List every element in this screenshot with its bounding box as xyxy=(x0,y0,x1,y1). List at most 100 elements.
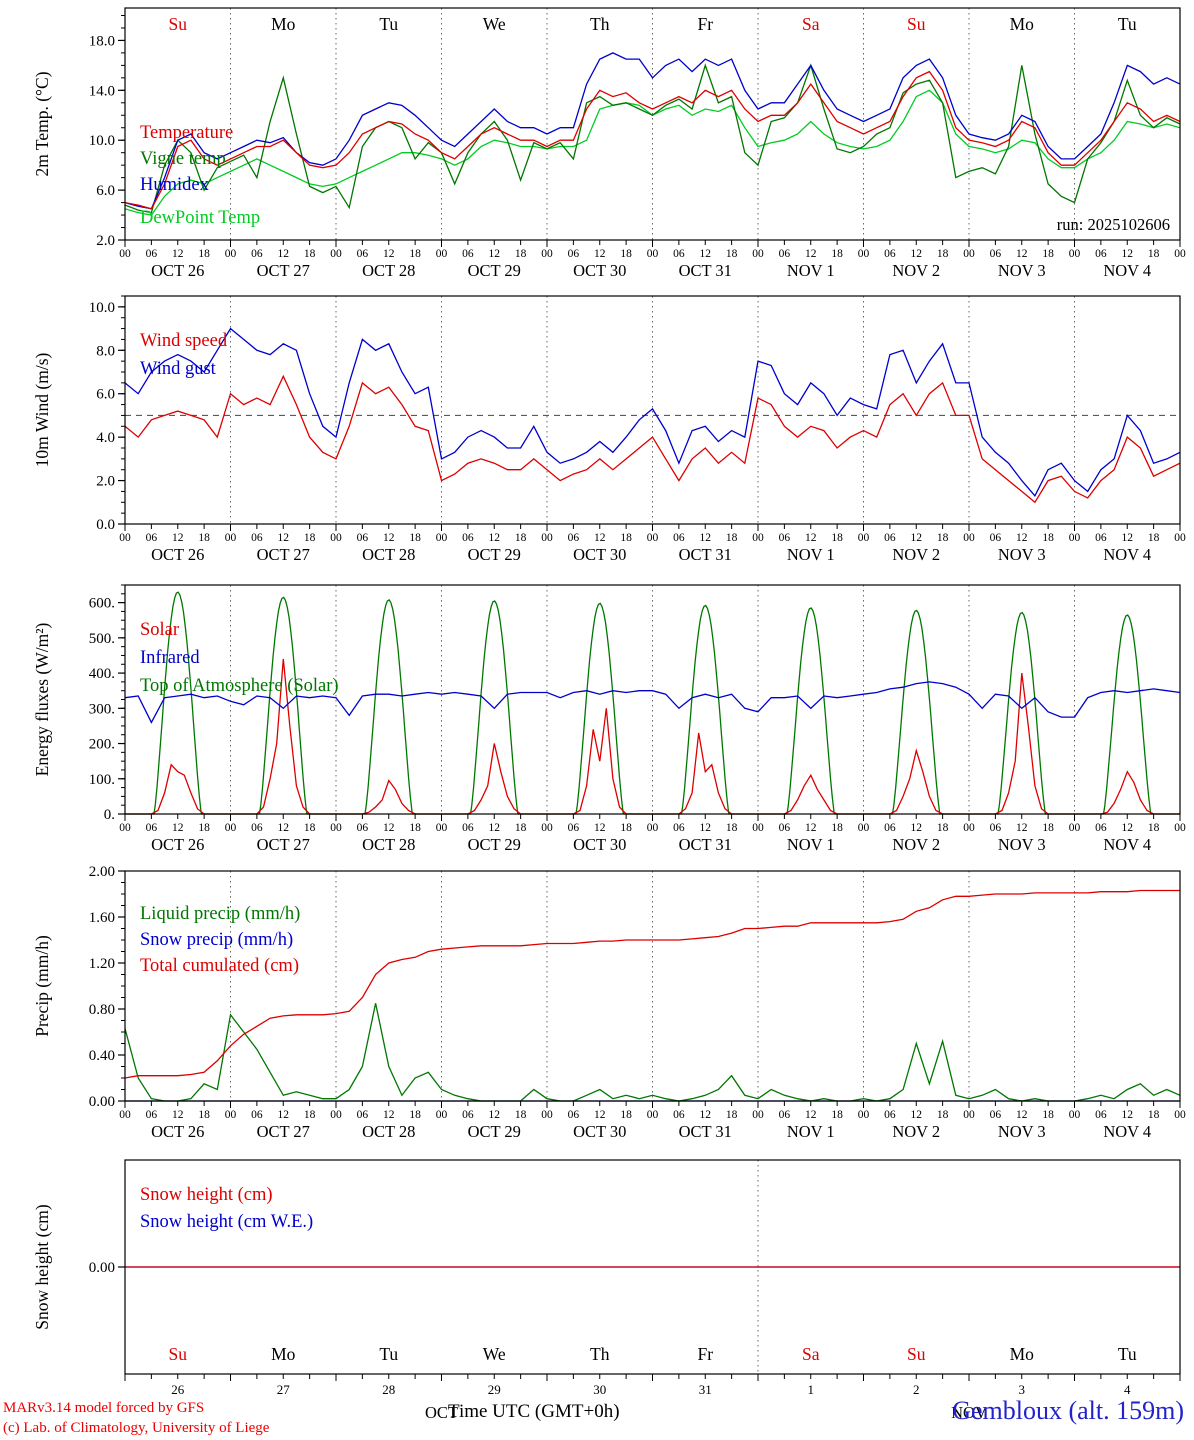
hour-tick-label: 00 xyxy=(752,1109,764,1121)
hour-tick-label: 12 xyxy=(1122,532,1134,544)
hour-tick-label: 00 xyxy=(330,822,342,834)
date-label: NOV 3 xyxy=(998,261,1046,280)
hour-tick-label: 06 xyxy=(779,248,791,260)
hour-tick-label: 18 xyxy=(198,822,210,834)
hour-tick-label: 06 xyxy=(779,1109,791,1121)
hour-tick-label: 00 xyxy=(119,1109,131,1121)
wind-series-wind-gust xyxy=(124,327,1181,497)
date-label: OCT 28 xyxy=(362,835,415,854)
date-label: NOV 2 xyxy=(892,835,940,854)
date-label: NOV 4 xyxy=(1103,835,1151,854)
hour-tick-label: 06 xyxy=(884,822,896,834)
day-name-label: Tu xyxy=(1118,14,1137,34)
hour-tick-label: 06 xyxy=(673,532,685,544)
hour-tick-label: 12 xyxy=(805,822,817,834)
date-label: OCT 31 xyxy=(679,835,732,854)
temperature-panel: 2.0 6.0 10.0 14.0 18.0 00 06 12 18 00 06 12 18 00 06 12… xyxy=(32,7,1186,280)
temperature-series-vigne xyxy=(124,63,1181,214)
y-tick-label: 6.0 xyxy=(96,387,115,403)
hour-tick-label: 06 xyxy=(146,1109,158,1121)
day-number-label: 26 xyxy=(171,1382,185,1397)
hour-tick-label: 18 xyxy=(620,532,632,544)
date-label: OCT 31 xyxy=(679,1122,732,1141)
hour-tick-label: 18 xyxy=(198,248,210,260)
hour-tick-label: 12 xyxy=(700,822,712,834)
hour-tick-label: 06 xyxy=(568,532,580,544)
y-tick-label: 0.00 xyxy=(89,1260,115,1276)
day-number-label: 30 xyxy=(593,1382,606,1397)
hour-tick-label: 18 xyxy=(409,1109,421,1121)
date-label: NOV 4 xyxy=(1103,1122,1151,1141)
hour-tick-label: 18 xyxy=(620,1109,632,1121)
date-label: OCT 28 xyxy=(362,545,415,564)
day-name-label: Mo xyxy=(271,1344,296,1364)
hour-tick-label: 06 xyxy=(251,248,263,260)
y-tick-label: 4.0 xyxy=(96,430,115,446)
hour-tick-label: 00 xyxy=(541,532,553,544)
date-label: NOV 4 xyxy=(1103,261,1151,280)
precip-y-axis-title: Precip (mm/h) xyxy=(32,935,52,1037)
energy-y-axis-title: Energy fluxes (W/m²) xyxy=(32,623,52,777)
y-tick-label: 200. xyxy=(89,737,115,753)
hour-tick-label: 12 xyxy=(594,1109,606,1121)
date-label: OCT 28 xyxy=(362,1122,415,1141)
hour-tick-label: 18 xyxy=(937,822,949,834)
hour-tick-label: 12 xyxy=(383,1109,395,1121)
hour-tick-label: 00 xyxy=(1174,248,1186,260)
hour-tick-label: 00 xyxy=(1069,532,1081,544)
y-tick-label: 6.0 xyxy=(96,183,115,199)
hour-tick-label: 06 xyxy=(146,532,158,544)
credit-line-1: MARv3.14 model forced by GFS xyxy=(3,1400,205,1416)
hour-tick-label: 06 xyxy=(462,248,474,260)
hour-tick-label: 12 xyxy=(805,532,817,544)
hour-tick-label: 06 xyxy=(884,1109,896,1121)
hour-tick-label: 00 xyxy=(225,822,237,834)
temperature-y-axis-title: 2m Temp. (°C) xyxy=(32,71,52,176)
hour-tick-label: 18 xyxy=(409,822,421,834)
temperature-series-temperature-2m xyxy=(124,70,1181,210)
hour-tick-label: 00 xyxy=(541,822,553,834)
precip-legend-snow-precip: Snow precip (mm/h) xyxy=(140,930,293,950)
y-tick-label: 1.60 xyxy=(89,910,115,926)
hour-tick-label: 00 xyxy=(225,248,237,260)
hour-tick-label: 18 xyxy=(515,248,527,260)
hour-tick-label: 12 xyxy=(1122,248,1134,260)
hour-tick-label: 12 xyxy=(1122,822,1134,834)
date-label: OCT 26 xyxy=(151,261,204,280)
hour-tick-label: 06 xyxy=(673,822,685,834)
precip-legend-cumulated: Total cumulated (cm) xyxy=(140,956,299,976)
hour-tick-label: 06 xyxy=(990,822,1002,834)
hour-tick-label: 18 xyxy=(1148,248,1160,260)
day-number-label: 31 xyxy=(699,1382,712,1397)
hour-tick-label: 12 xyxy=(700,532,712,544)
hour-tick-label: 00 xyxy=(330,532,342,544)
hour-tick-label: 00 xyxy=(858,248,870,260)
day-name-label: Mo xyxy=(1010,14,1035,34)
energy-legend-toa: Top of Atmosphere (Solar) xyxy=(140,676,339,696)
hour-tick-label: 00 xyxy=(963,532,975,544)
hour-tick-label: 00 xyxy=(436,532,448,544)
wind-panel: 0.0 2.0 4.0 6.0 8.0 10.0 00 06 12 18 00 06 12 18 00 06 1… xyxy=(32,295,1186,564)
date-label: NOV 1 xyxy=(787,835,835,854)
date-label: OCT 26 xyxy=(151,1122,204,1141)
hour-tick-label: 00 xyxy=(541,248,553,260)
hour-tick-label: 18 xyxy=(1148,532,1160,544)
hour-tick-label: 06 xyxy=(462,1109,474,1121)
date-label: OCT 29 xyxy=(468,545,521,564)
hour-tick-label: 00 xyxy=(436,1109,448,1121)
date-label: OCT 27 xyxy=(257,545,310,564)
hour-tick-label: 00 xyxy=(858,532,870,544)
day-name-label: We xyxy=(483,14,506,34)
date-label: OCT 28 xyxy=(362,261,415,280)
day-name-label: Sa xyxy=(802,14,820,34)
snow-y-axis-title: Snow height (cm) xyxy=(32,1204,52,1330)
y-tick-label: 10.0 xyxy=(89,300,115,316)
hour-tick-label: 12 xyxy=(594,248,606,260)
hour-tick-label: 00 xyxy=(963,822,975,834)
date-label: OCT 30 xyxy=(573,261,626,280)
hour-tick-label: 00 xyxy=(225,532,237,544)
hour-tick-label: 12 xyxy=(489,248,501,260)
hour-tick-label: 18 xyxy=(1042,1109,1054,1121)
hour-tick-label: 00 xyxy=(647,532,659,544)
hour-tick-label: 06 xyxy=(568,248,580,260)
